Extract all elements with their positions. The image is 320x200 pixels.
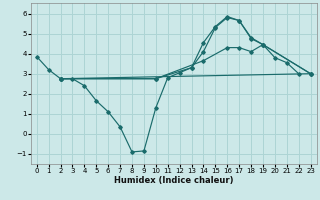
X-axis label: Humidex (Indice chaleur): Humidex (Indice chaleur) — [114, 176, 233, 185]
